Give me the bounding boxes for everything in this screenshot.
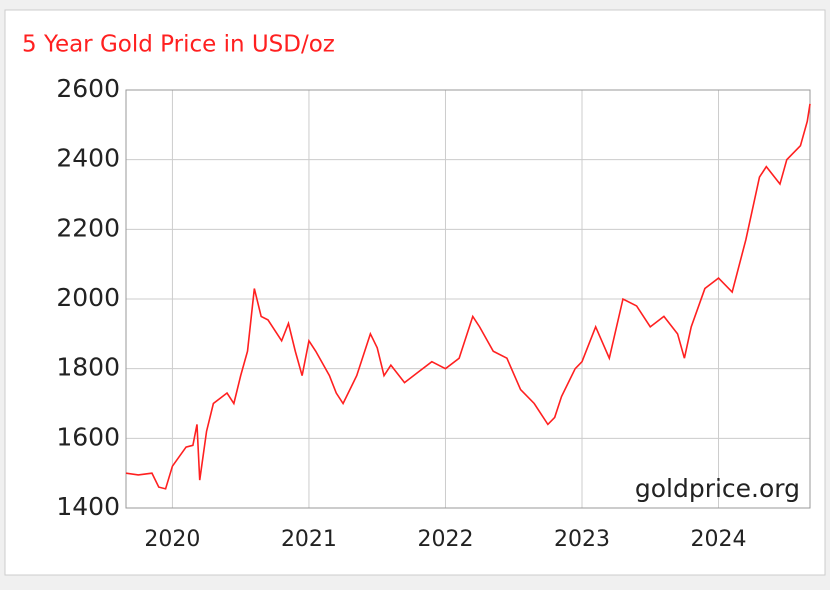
x-tick-label: 2022: [417, 527, 473, 552]
x-tick-label: 2024: [691, 527, 747, 552]
x-tick-label: 2020: [144, 527, 200, 552]
chart-title: 5 Year Gold Price in USD/oz: [22, 32, 335, 58]
price-line: [125, 103, 811, 490]
x-tick-label: 2021: [281, 527, 337, 552]
y-tick-label: 2000: [56, 283, 120, 312]
y-tick-label: 2200: [56, 213, 120, 242]
plot-frame: [125, 89, 811, 509]
y-tick-label: 2600: [56, 74, 120, 103]
y-tick-label: 1400: [56, 492, 120, 521]
y-tick-label: 2400: [56, 144, 120, 173]
x-tick-label: 2023: [554, 527, 610, 552]
watermark: goldprice.org: [635, 474, 800, 503]
panel: [4, 9, 826, 576]
y-tick-label: 1600: [56, 422, 120, 451]
y-tick-label: 1800: [56, 353, 120, 382]
